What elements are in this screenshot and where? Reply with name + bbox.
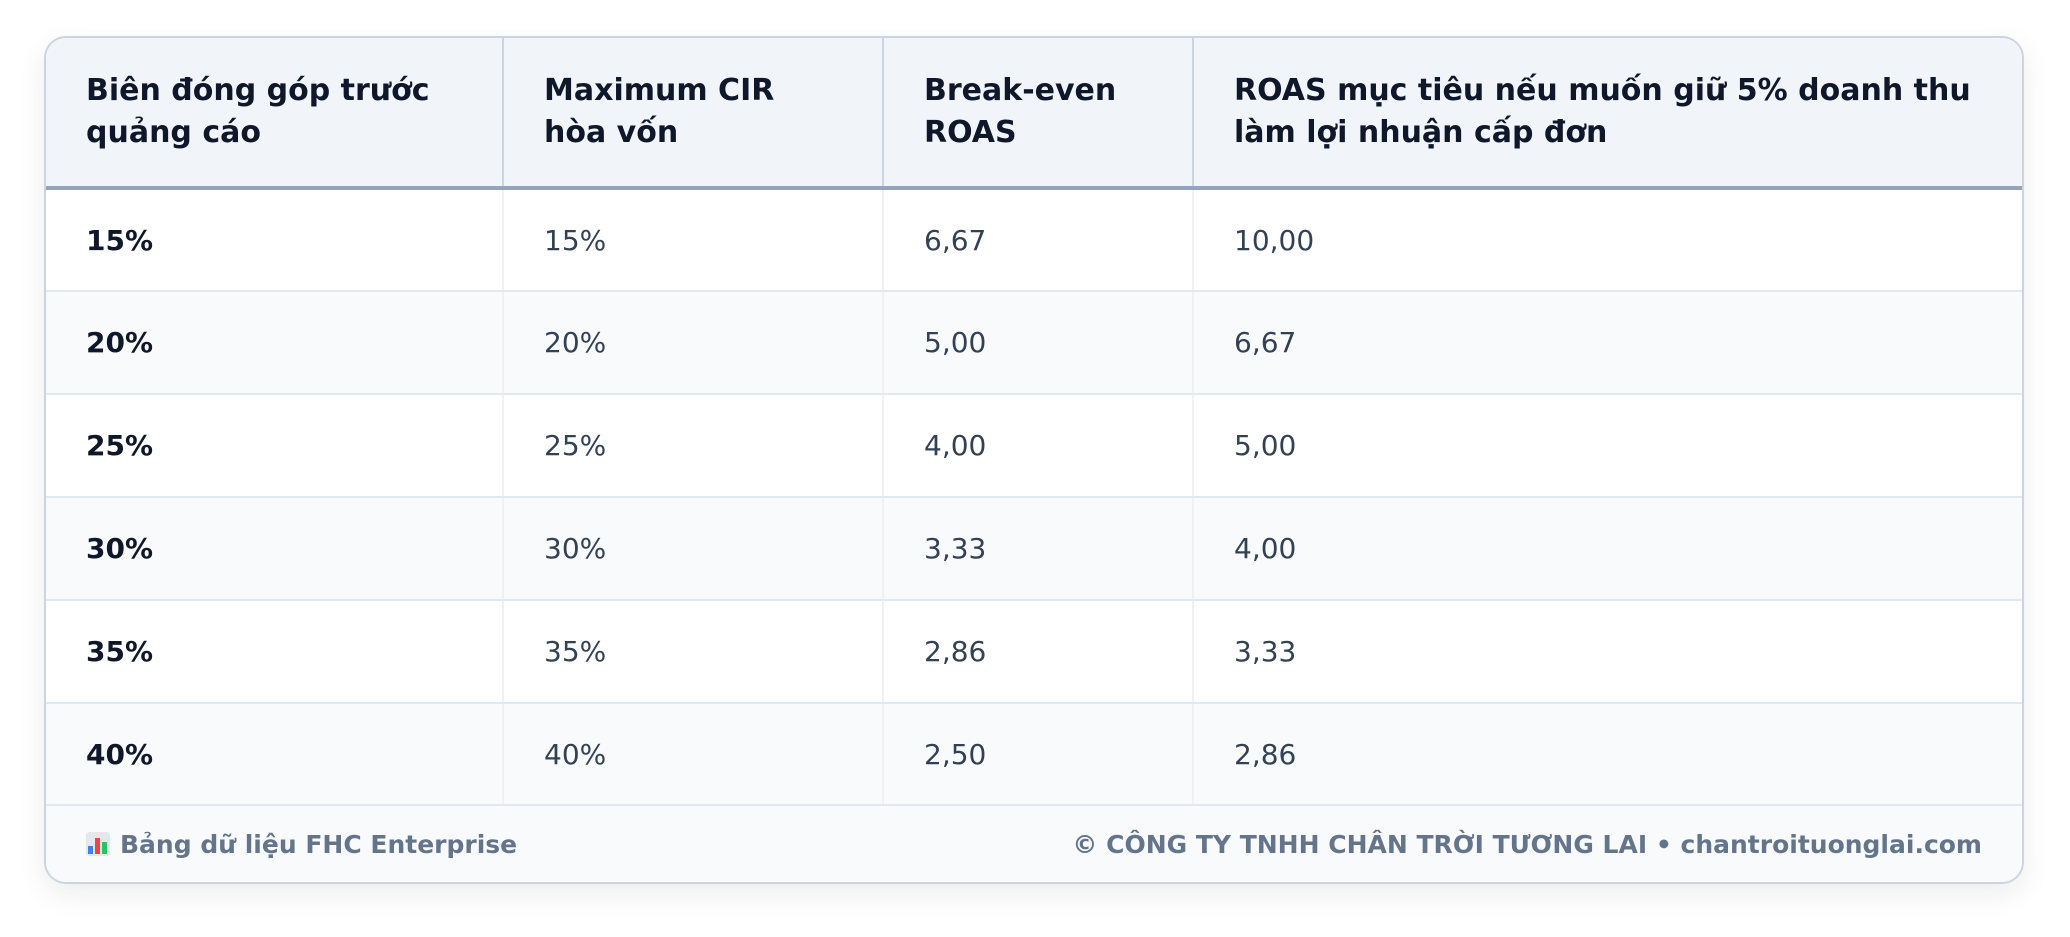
table-row: 30% 30% 3,33 4,00	[46, 497, 2022, 601]
data-table-card: Biên đóng góp trước quảng cáo Maximum CI…	[44, 36, 2024, 884]
column-header-max-cir: Maximum CIR hòa vốn	[503, 38, 884, 190]
table-cell: 2,86	[883, 600, 1194, 704]
table-row: 15% 15% 6,67 10,00	[46, 188, 2022, 292]
table-cell: 35%	[503, 600, 884, 704]
footer-copyright: © CÔNG TY TNHH CHÂN TRỜI TƯƠNG LAI • cha…	[1072, 829, 1982, 859]
table-cell: 4,00	[883, 394, 1194, 498]
table-cell: 6,67	[883, 188, 1194, 292]
table-row: 35% 35% 2,86 3,33	[46, 600, 2022, 704]
column-header-contribution-margin: Biên đóng góp trước quảng cáo	[46, 38, 504, 190]
footer-source: Bảng dữ liệu FHC Enterprise	[86, 830, 517, 859]
table-cell: 4,00	[1193, 497, 2022, 601]
table-cell: 30%	[503, 497, 884, 601]
table-cell: 3,33	[883, 497, 1194, 601]
table-footer: Bảng dữ liệu FHC Enterprise © CÔNG TY TN…	[46, 804, 2022, 882]
table-header-row: Biên đóng góp trước quảng cáo Maximum CI…	[46, 38, 2022, 190]
table-cell: 10,00	[1193, 188, 2022, 292]
table-cell: 2,50	[883, 703, 1194, 807]
table-cell: 30%	[46, 497, 504, 601]
table-cell: 25%	[46, 394, 504, 498]
table-cell: 6,67	[1193, 291, 2022, 395]
table-cell: 35%	[46, 600, 504, 704]
table-cell: 20%	[46, 291, 504, 395]
footer-source-label: Bảng dữ liệu FHC Enterprise	[120, 829, 518, 859]
table-row: 40% 40% 2,50 2,86	[46, 703, 2022, 807]
table-row: 20% 20% 5,00 6,67	[46, 291, 2022, 395]
table-cell: 25%	[503, 394, 884, 498]
table-cell: 15%	[46, 188, 504, 292]
table-cell: 20%	[503, 291, 884, 395]
table-cell: 5,00	[883, 291, 1194, 395]
column-header-target-roas: ROAS mục tiêu nếu muốn giữ 5% doanh thu …	[1193, 38, 2022, 190]
bar-chart-icon	[86, 832, 110, 856]
table-cell: 3,33	[1193, 600, 2022, 704]
data-table: Biên đóng góp trước quảng cáo Maximum CI…	[46, 38, 2022, 807]
table-cell: 15%	[503, 188, 884, 292]
table-cell: 40%	[503, 703, 884, 807]
table-cell: 2,86	[1193, 703, 2022, 807]
column-header-break-even-roas: Break-even ROAS	[883, 38, 1194, 190]
table-cell: 40%	[46, 703, 504, 807]
table-cell: 5,00	[1193, 394, 2022, 498]
table-row: 25% 25% 4,00 5,00	[46, 394, 2022, 498]
